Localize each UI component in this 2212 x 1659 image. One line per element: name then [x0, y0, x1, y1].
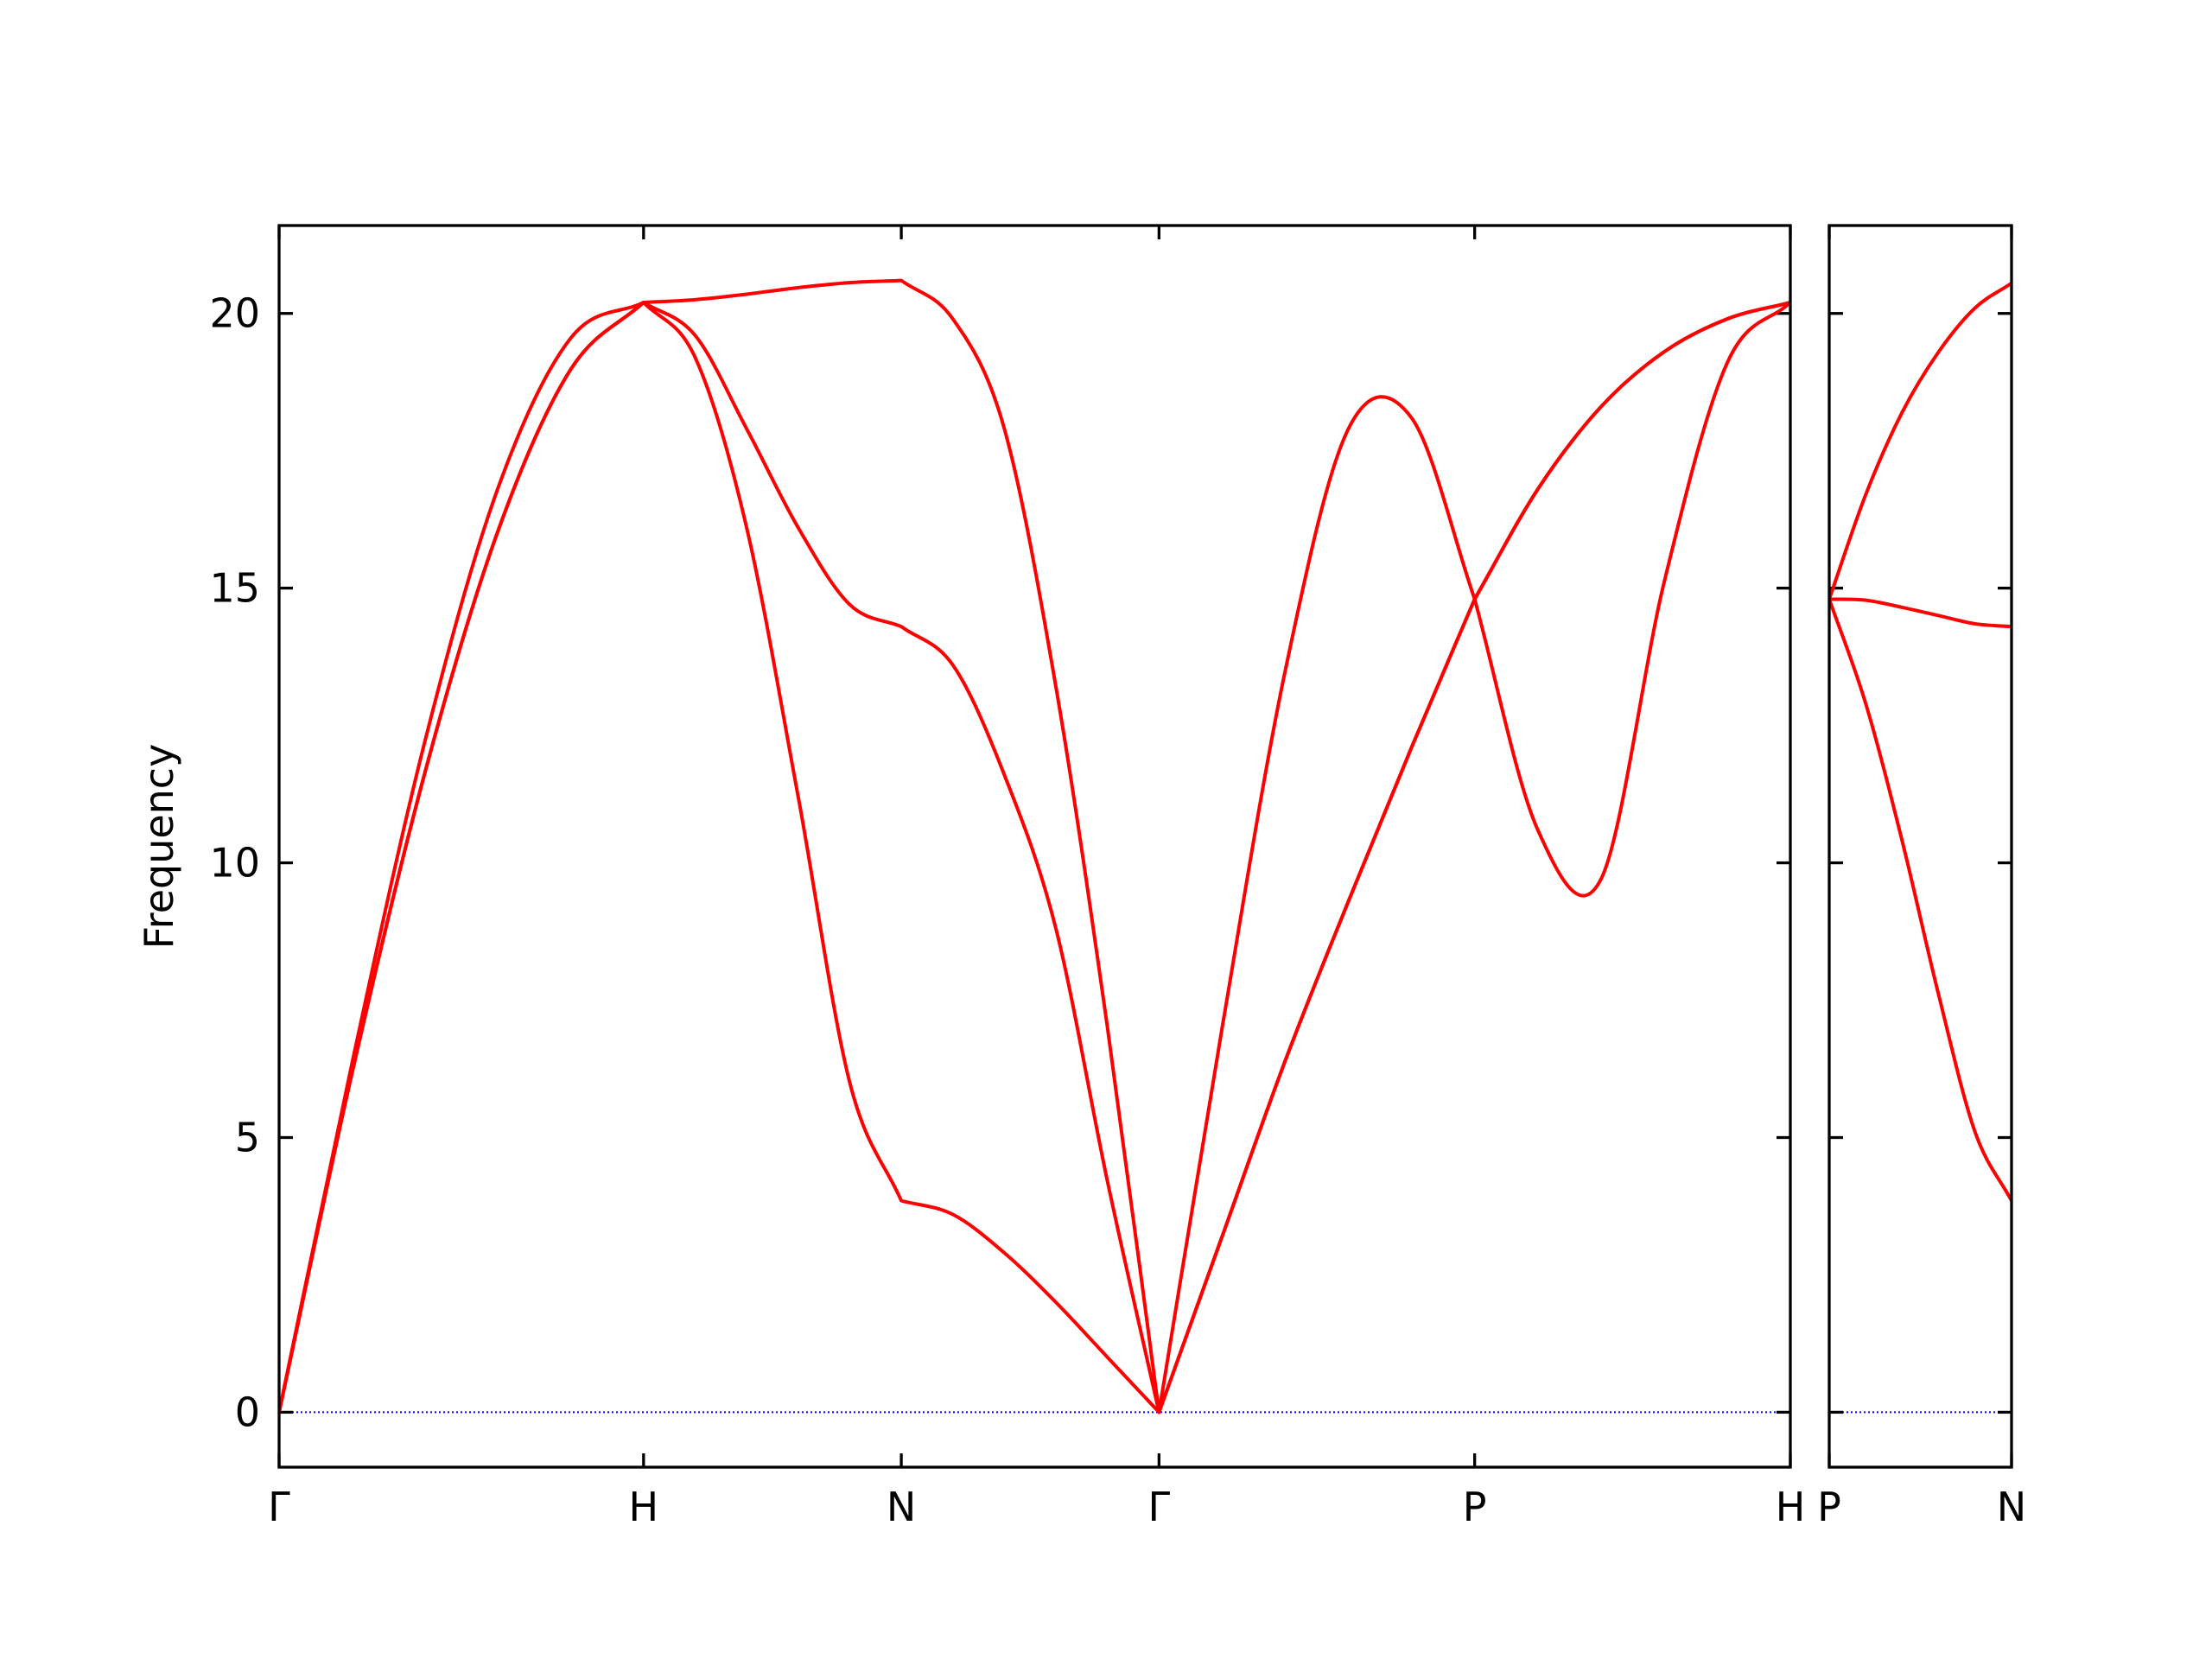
axes-frame: [277, 224, 1792, 1469]
y-tick-label: 15: [209, 565, 260, 612]
y-axis-label: Frequency: [136, 744, 182, 950]
x-tick-label: H: [629, 1484, 659, 1530]
y-tick-label: 5: [235, 1114, 260, 1160]
axes-frame: [1827, 224, 2013, 1469]
x-tick-label: H: [1776, 1484, 1806, 1530]
y-tick-label: 0: [235, 1389, 260, 1435]
band-line: [1829, 282, 2012, 601]
x-tick-label: N: [887, 1484, 916, 1530]
band-line: [1829, 597, 2012, 629]
band-line: [1829, 598, 2012, 1202]
x-tick-label: P: [1463, 1484, 1487, 1530]
band-line: [279, 278, 1790, 1414]
x-tick-label: Γ: [268, 1484, 290, 1530]
x-tick-label: P: [1817, 1484, 1841, 1530]
y-tick-label: 20: [209, 290, 260, 337]
x-tick-label: N: [1997, 1484, 2026, 1530]
y-tick-label: 10: [209, 840, 260, 887]
x-tick-label: Γ: [1148, 1484, 1171, 1530]
